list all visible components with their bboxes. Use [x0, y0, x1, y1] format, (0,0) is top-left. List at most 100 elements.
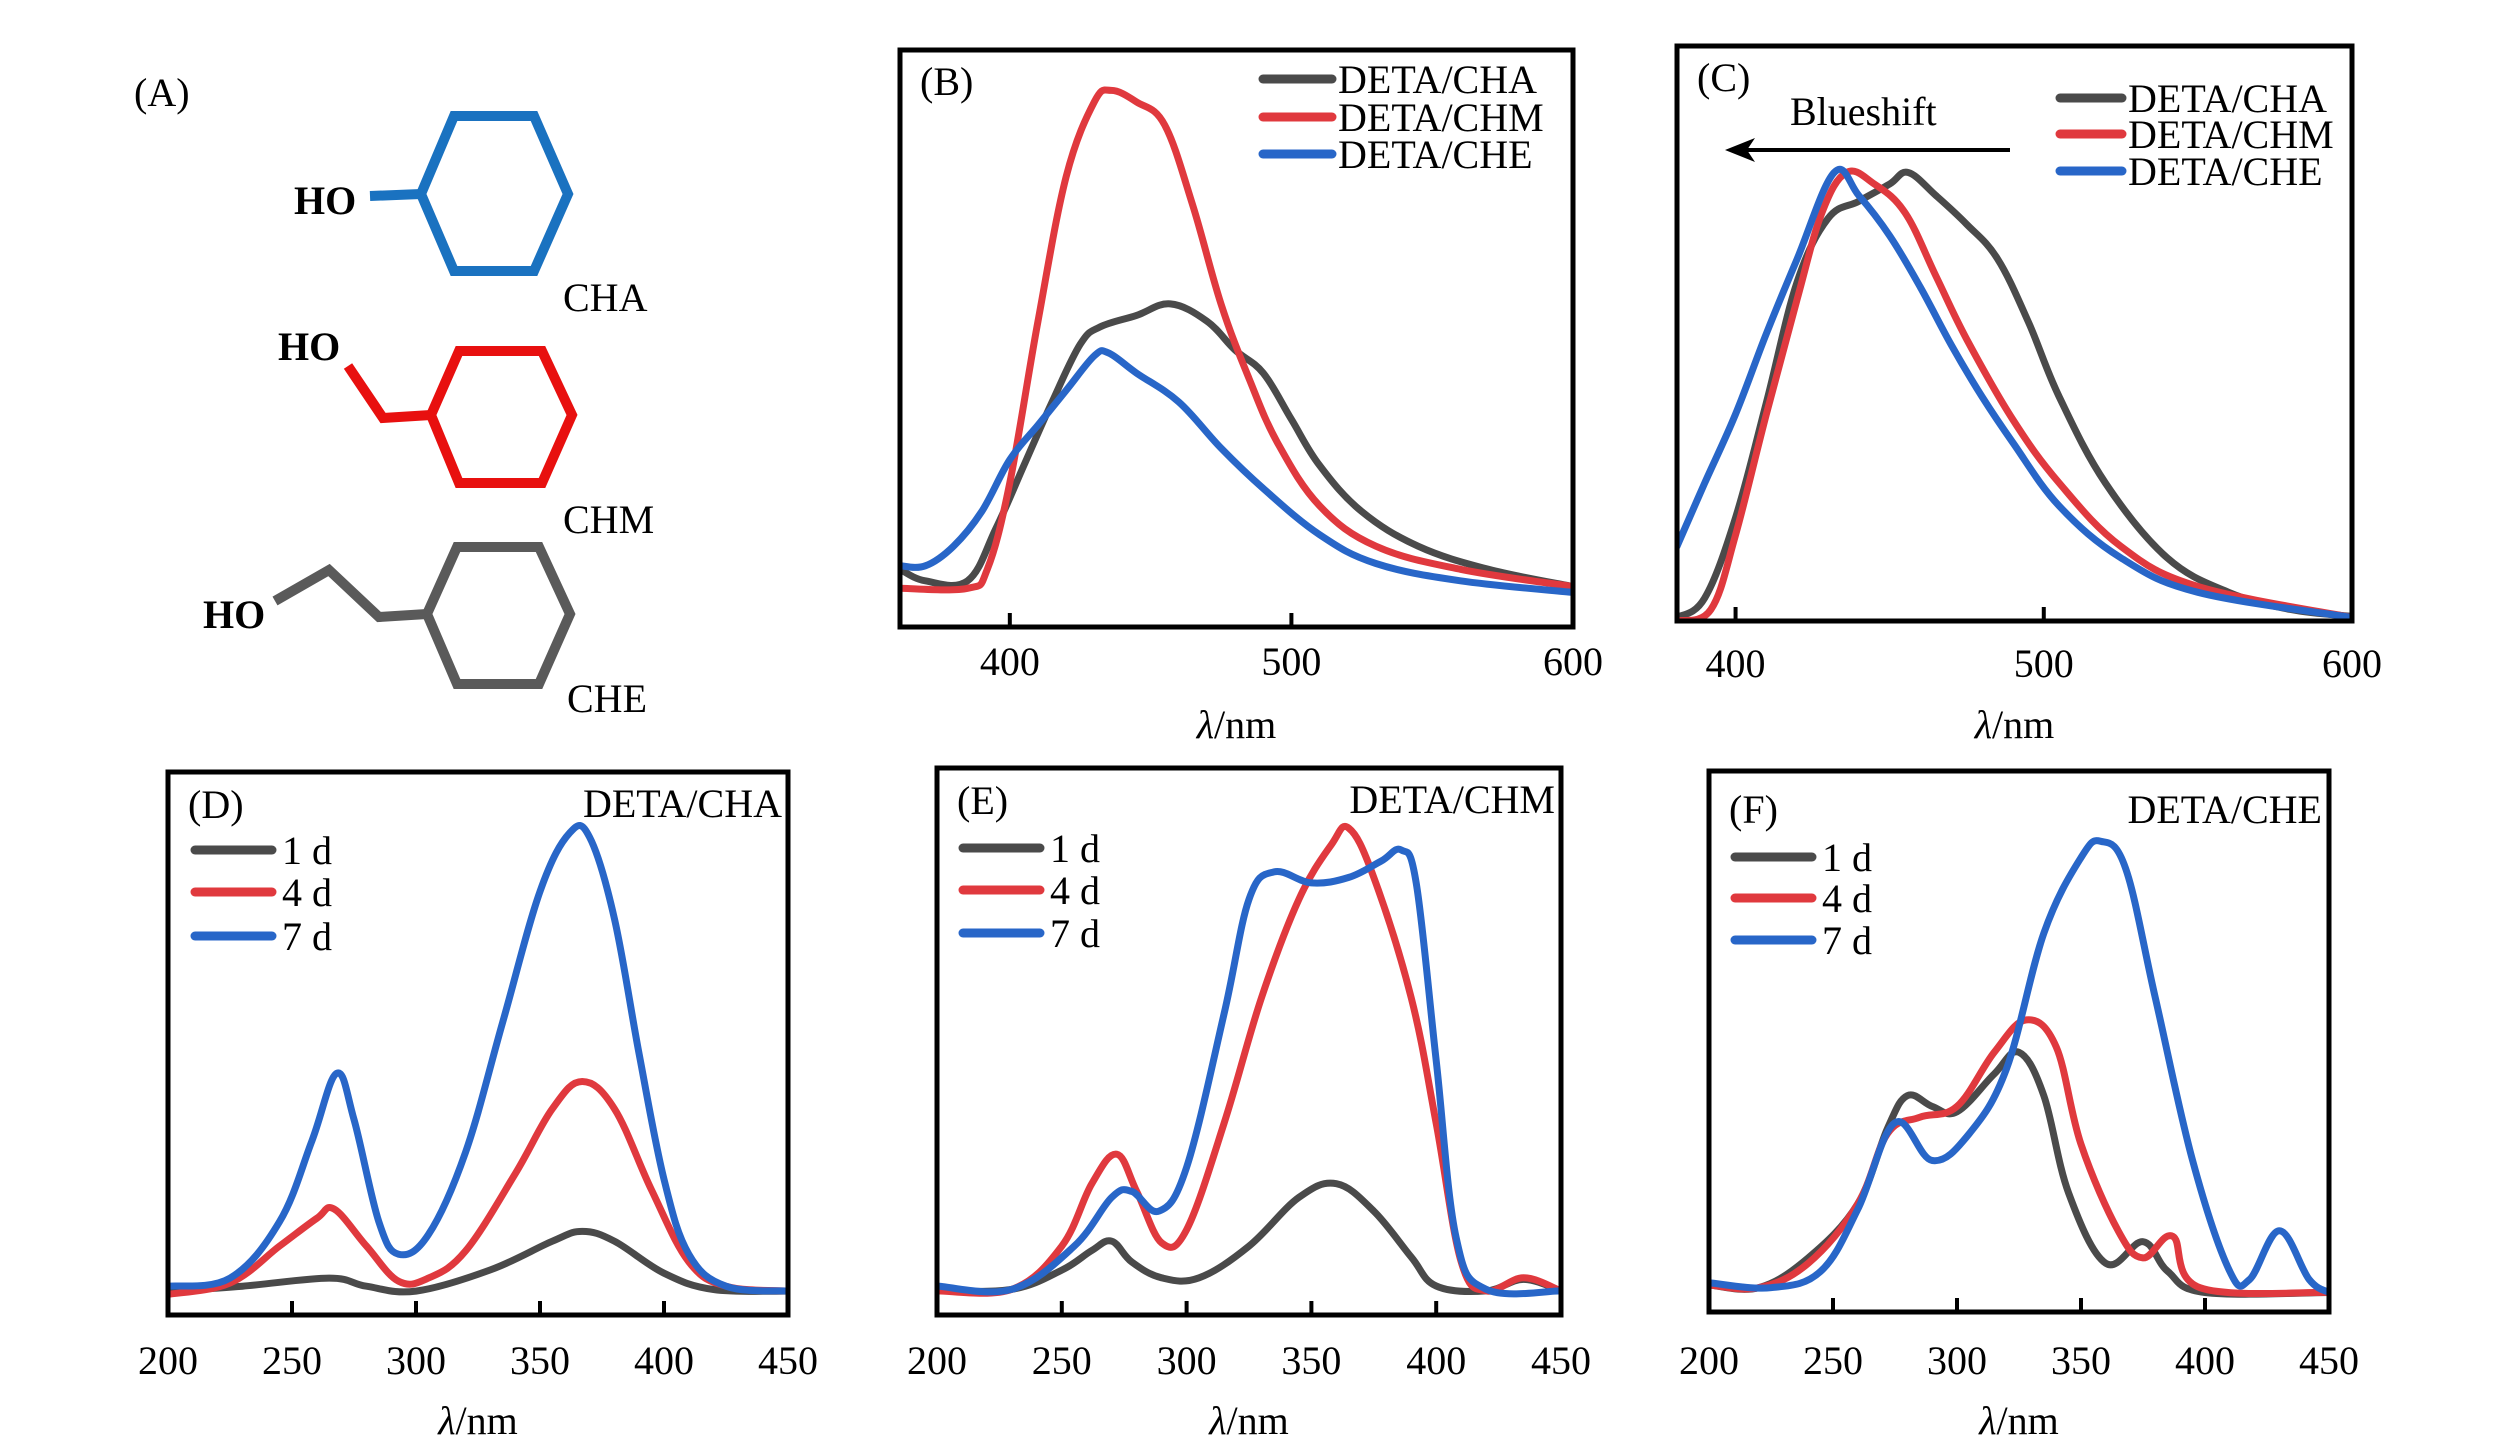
series-line-deta-che	[1677, 166, 2352, 621]
x-tick-label: 300	[386, 1338, 446, 1383]
panel-label: (C)	[1697, 55, 1750, 100]
panel-a-label: (A)	[134, 70, 190, 115]
chart-title: DETA/CHE	[2127, 787, 2322, 832]
x-tick-label: 500	[2014, 641, 2074, 686]
chm-name-label: CHM	[563, 497, 654, 542]
x-tick-label: 450	[758, 1338, 818, 1383]
plot-frame	[165, 769, 791, 1318]
series-line-1-d	[168, 1227, 788, 1296]
series-line-deta-cha	[1677, 168, 2352, 621]
unit: /nm	[1214, 702, 1276, 747]
cha-hydroxyl-label: HO	[294, 178, 356, 223]
molecule-chm: HO CHM	[278, 324, 654, 542]
cha-ring	[415, 111, 574, 276]
unit: /nm	[1997, 1398, 2059, 1443]
molecule-cha: HO CHA	[294, 111, 648, 320]
x-tick-label: 300	[1927, 1338, 1987, 1383]
panel-d-chart: 200 250 300 350 400 450 λ/nm (D) DETA/CHA 1 d4 d7…	[138, 769, 818, 1443]
x-tick-label: 350	[2051, 1338, 2111, 1383]
legend-label: DETA/CHM	[2128, 112, 2334, 157]
series-line-4-d	[168, 1078, 788, 1298]
legend: 1 d4 d7 d	[1730, 835, 1872, 963]
lambda-symbol: λ	[1978, 1398, 1996, 1443]
x-tick-label: 300	[1157, 1338, 1217, 1383]
series-line-deta-che	[900, 347, 1573, 596]
arrow-left-icon	[1725, 138, 1755, 162]
x-tick-label: 400	[980, 639, 1040, 684]
x-tick-label: 250	[1803, 1338, 1863, 1383]
x-tick-label: 400	[1406, 1338, 1466, 1383]
blueshift-annotation: Blueshift	[1725, 89, 2010, 162]
x-tick-label: 400	[1706, 641, 1766, 686]
x-tick-label: 600	[2322, 641, 2382, 686]
series-line-7-d	[1709, 837, 2329, 1296]
legend-label: DETA/CHM	[1338, 95, 1544, 140]
x-tick-label: 600	[1543, 639, 1603, 684]
legend-label: 7 d	[1822, 918, 1872, 963]
series-line-7-d	[168, 822, 788, 1295]
plot-frame	[934, 765, 1564, 1318]
x-tick-label: 450	[2299, 1338, 2359, 1383]
legend-label: 4 d	[282, 870, 332, 915]
legend: 1 d4 d7 d	[190, 828, 332, 959]
series-line-deta-chm	[1677, 167, 2352, 621]
lambda-symbol: λ	[437, 1398, 455, 1443]
legend-label: 4 d	[1822, 876, 1872, 921]
x-tick-label: 350	[510, 1338, 570, 1383]
series-group	[1677, 166, 2352, 621]
x-axis-label: λ/nm	[1974, 702, 2055, 747]
x-axis-label: λ/nm	[1196, 702, 1277, 747]
unit: /nm	[456, 1398, 518, 1443]
legend-label: DETA/CHA	[2128, 76, 2327, 121]
x-tick-label: 200	[138, 1338, 198, 1383]
legend-label: 1 d	[1050, 826, 1100, 871]
x-axis-label: λ/nm	[437, 1398, 518, 1443]
panel-a-structures: (A) HO CHA HO CHM HO CHE	[134, 70, 654, 721]
panel-label: (F)	[1729, 787, 1778, 832]
x-tick-label: 400	[2175, 1338, 2235, 1383]
lambda-symbol: λ	[1208, 1398, 1226, 1443]
lambda-symbol: λ	[1196, 702, 1214, 747]
legend-label: 4 d	[1050, 868, 1100, 913]
series-group	[937, 822, 1561, 1298]
x-tick-label: 400	[634, 1338, 694, 1383]
legend-label: 1 d	[282, 828, 332, 873]
legend-label: 1 d	[1822, 835, 1872, 880]
panel-f-chart: 200 250 300 350 400 450 λ/nm (F) DETA/CHE 1 d4 d7…	[1679, 768, 2359, 1443]
series-group	[168, 822, 788, 1298]
x-tick-label: 200	[1679, 1338, 1739, 1383]
x-tick-label: 200	[907, 1338, 967, 1383]
series-line-7-d	[937, 845, 1561, 1298]
legend-label: DETA/CHE	[2128, 149, 2323, 194]
plot-frame	[897, 47, 1576, 630]
series-line-1-d	[937, 1179, 1561, 1295]
chm-chain	[343, 363, 432, 424]
che-chain	[272, 563, 428, 623]
cha-bond	[369, 189, 422, 201]
molecule-che: HO CHE	[203, 542, 647, 721]
che-ring	[421, 542, 576, 689]
panel-label: (B)	[920, 59, 973, 104]
legend-label: 7 d	[1050, 911, 1100, 956]
panel-label: (E)	[957, 778, 1008, 823]
chm-hydroxyl-label: HO	[278, 324, 340, 369]
series-group	[900, 86, 1573, 596]
unit: /nm	[1992, 702, 2054, 747]
panel-label: (D)	[188, 782, 244, 827]
series-group	[1709, 837, 2329, 1298]
chart-title: DETA/CHA	[583, 781, 782, 826]
chart-title: DETA/CHM	[1349, 777, 1555, 822]
che-name-label: CHE	[567, 676, 647, 721]
x-tick-label: 250	[1032, 1338, 1092, 1383]
x-axis-label: λ/nm	[1978, 1398, 2059, 1443]
che-hydroxyl-label: HO	[203, 592, 265, 637]
x-tick-label: 450	[1531, 1338, 1591, 1383]
series-line-deta-chm	[900, 86, 1573, 594]
x-tick-label: 350	[1281, 1338, 1341, 1383]
x-tick-label: 250	[262, 1338, 322, 1383]
series-line-1-d	[1709, 1048, 2329, 1298]
